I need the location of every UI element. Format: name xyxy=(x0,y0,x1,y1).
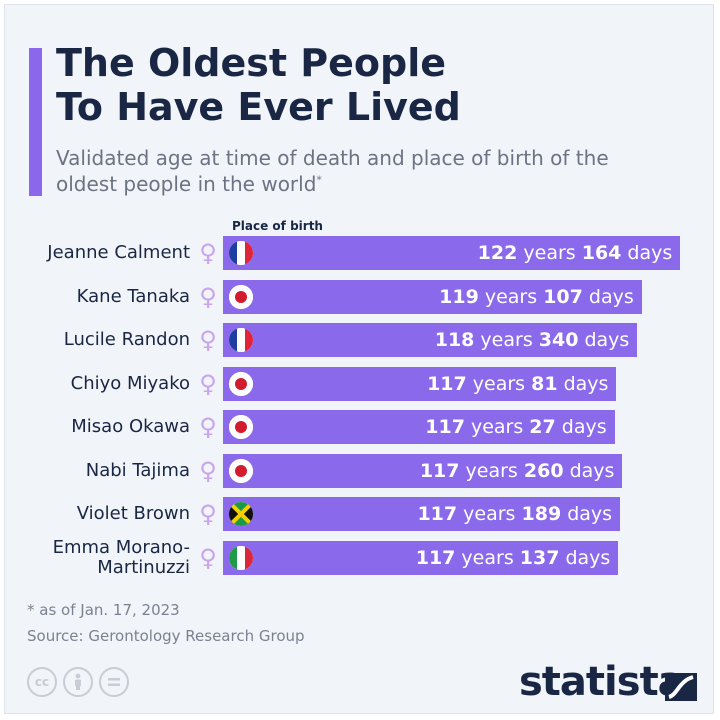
license-icons: cc xyxy=(27,667,129,697)
flag-icon-italy xyxy=(229,545,253,570)
female-icon: ♀ xyxy=(199,239,217,267)
bar-row: Jeanne Calment ♀ 122 years 164 days xyxy=(0,236,720,270)
data-label: 117 years 260 days xyxy=(419,459,615,482)
female-icon: ♀ xyxy=(199,456,217,485)
statista-logo-text[interactable]: statista xyxy=(519,659,685,705)
source-link[interactable]: Source: Gerontology Research Group xyxy=(27,627,305,645)
data-label: 118 years 340 days xyxy=(434,329,630,351)
statista-logo-icon[interactable] xyxy=(665,673,697,701)
flag-icon-france xyxy=(229,241,253,265)
category-label: Nabi Tajima xyxy=(85,459,190,481)
footnote: * as of Jan. 17, 2023 xyxy=(27,601,180,619)
flag-icon-japan xyxy=(229,458,253,483)
data-label: 117 years 27 days xyxy=(425,416,607,438)
category-label: Violet Brown xyxy=(76,503,190,524)
female-icon: ♀ xyxy=(199,543,217,572)
female-icon: ♀ xyxy=(199,500,217,528)
infographic-card: The Oldest People To Have Ever Lived Val… xyxy=(4,4,714,714)
female-icon: ♀ xyxy=(199,413,217,441)
bar-row: Chiyo Miyako ♀ 117 years 81 days xyxy=(0,366,720,401)
chart-title: The Oldest People To Have Ever Lived xyxy=(56,41,461,129)
flag-icon-japan xyxy=(229,284,253,309)
bar-row: Kane Tanaka ♀ 119 years 107 days xyxy=(0,279,720,314)
title-line-2: To Have Ever Lived xyxy=(56,85,461,129)
data-label: 117 years 81 days xyxy=(427,372,609,395)
place-of-birth-label: Place of birth xyxy=(232,219,323,233)
chart-subtitle: Validated age at time of death and place… xyxy=(56,145,656,197)
bar-row: Violet Brown ♀ 117 years 189 days xyxy=(0,497,720,531)
data-label: 117 years 189 days xyxy=(417,503,613,525)
bar xyxy=(223,236,681,270)
category-label: Misao Okawa xyxy=(71,416,190,437)
subtitle-text: Validated age at time of death and place… xyxy=(56,146,609,196)
bar xyxy=(223,410,615,444)
title-line-1: The Oldest People xyxy=(56,41,447,85)
bar xyxy=(223,497,621,531)
category-label: Lucile Randon xyxy=(63,329,190,350)
bar-row: Lucile Randon ♀ 118 years 340 days xyxy=(0,323,720,357)
bar-row: Nabi Tajima ♀ 117 years 260 days xyxy=(0,453,720,488)
flag-icon-jamaica xyxy=(229,502,253,526)
flag-icon-france xyxy=(229,328,253,352)
bar-row: Misao Okawa ♀ 117 years 27 days xyxy=(0,410,720,444)
female-icon: ♀ xyxy=(199,282,217,311)
bar xyxy=(223,453,623,488)
bar xyxy=(223,366,617,401)
data-label: 117 years 137 days xyxy=(415,546,611,569)
flag-icon-japan xyxy=(229,415,253,439)
data-label: 119 years 107 days xyxy=(439,285,634,308)
category-label: Emma Morano- Martinuzzi xyxy=(52,536,190,578)
bar xyxy=(223,279,642,314)
by-icon[interactable] xyxy=(63,667,93,697)
bar-row: Emma Morano- Martinuzzi ♀ 117 years 137 day… xyxy=(0,536,720,578)
category-label: Jeanne Calment xyxy=(47,242,190,263)
category-label: Kane Tanaka xyxy=(76,285,190,307)
data-label: 122 years 164 days xyxy=(477,242,673,264)
nd-icon[interactable] xyxy=(99,667,129,697)
bar xyxy=(223,540,619,575)
flag-icon-japan xyxy=(229,371,253,396)
female-icon: ♀ xyxy=(199,326,217,354)
subtitle-footnote-mark: * xyxy=(316,173,322,187)
bar xyxy=(223,323,638,357)
cc-icon[interactable]: cc xyxy=(27,667,57,697)
accent-bar xyxy=(29,48,42,196)
category-label: Chiyo Miyako xyxy=(70,372,190,394)
female-icon: ♀ xyxy=(199,369,217,398)
